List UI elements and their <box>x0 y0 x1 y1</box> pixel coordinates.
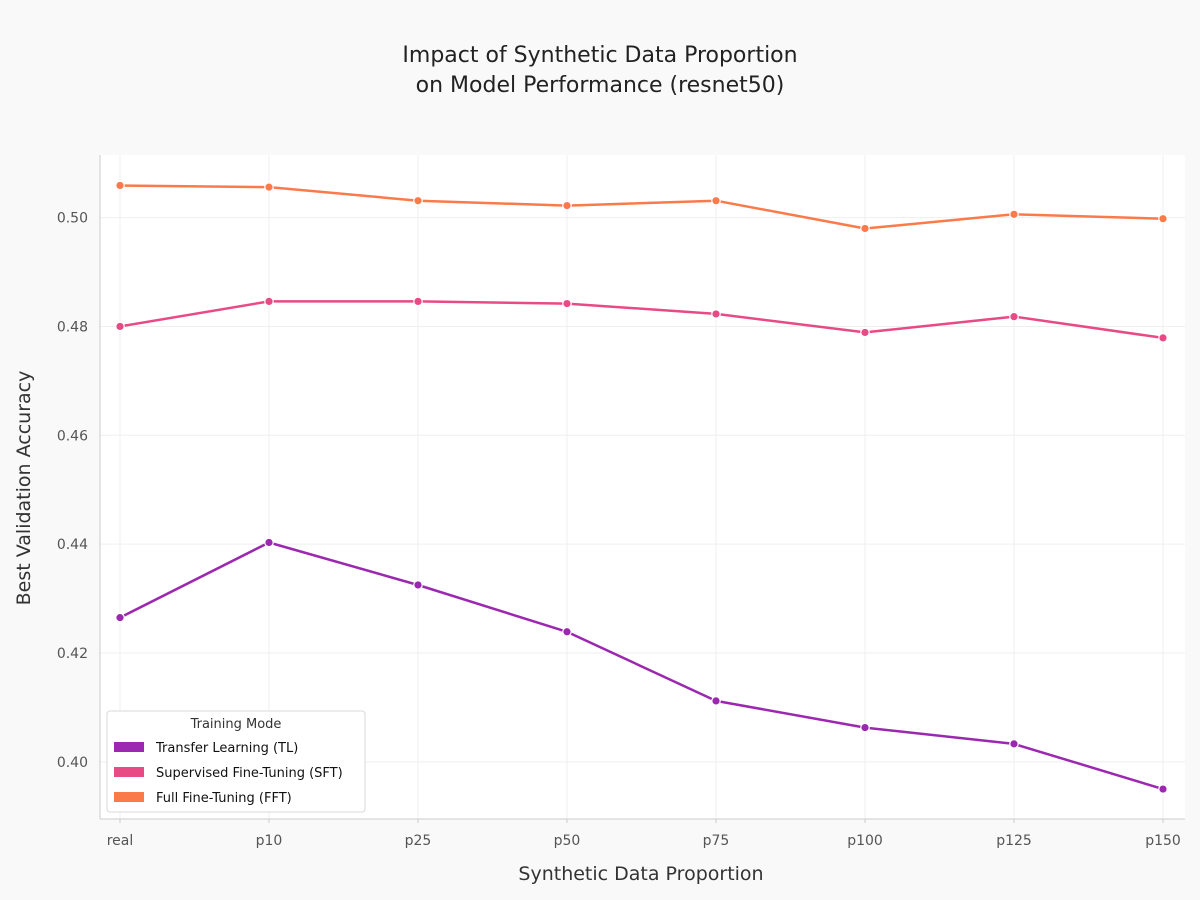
y-tick-label: 0.46 <box>57 428 88 444</box>
y-tick-label: 0.50 <box>57 211 88 227</box>
data-point <box>1009 311 1019 322</box>
data-point <box>1158 333 1168 343</box>
chart-title: Impact of Synthetic Data Proportion on M… <box>402 43 797 98</box>
chart-title-line-1: Impact of Synthetic Data Proportion <box>402 43 797 68</box>
y-tick-label: 0.40 <box>57 755 88 771</box>
y-axis-label: Best Validation Accuracy <box>13 371 35 606</box>
legend-swatch <box>114 767 144 777</box>
y-tick-label: 0.42 <box>57 646 88 662</box>
x-tick-label: p25 <box>405 833 432 849</box>
legend-swatch <box>114 792 144 802</box>
legend-label: Transfer Learning (TL) <box>155 741 298 756</box>
data-point <box>115 180 125 191</box>
x-tick-label: real <box>107 833 134 849</box>
x-tick-label: p100 <box>847 833 883 849</box>
chart-title-line-2: on Model Performance (resnet50) <box>416 73 785 98</box>
data-point <box>1158 784 1168 794</box>
legend-items: Transfer Learning (TL) Supervised Fine-Tu… <box>114 741 343 806</box>
data-point <box>115 612 125 623</box>
series-line <box>118 184 1165 230</box>
series-2 <box>115 180 1168 234</box>
data-point <box>860 223 870 234</box>
data-point <box>860 722 870 733</box>
legend-swatch <box>114 742 144 752</box>
data-point <box>562 626 572 637</box>
data-point <box>264 296 274 307</box>
series-1 <box>115 296 1168 343</box>
legend-label: Supervised Fine-Tuning (SFT) <box>156 766 343 781</box>
x-tick-label: p50 <box>554 833 581 849</box>
data-point <box>562 298 572 309</box>
legend-title: Training Mode <box>190 717 282 732</box>
data-point <box>711 696 721 706</box>
data-point <box>711 309 721 319</box>
x-tick-label: p75 <box>703 833 730 849</box>
legend: Training Mode Transfer Learning (TL) Supe… <box>106 710 366 813</box>
grid-lines <box>100 155 1185 819</box>
x-tick-label: p125 <box>996 833 1032 849</box>
series-line <box>118 300 1165 340</box>
data-point <box>413 195 423 206</box>
data-point <box>264 537 274 548</box>
x-axis-ticks: real p10 p25 p50 p75 p100 p125 p150 <box>107 819 1181 849</box>
y-tick-label: 0.44 <box>57 537 88 553</box>
data-point <box>1158 213 1168 224</box>
data-point <box>1009 209 1019 220</box>
series-line <box>118 541 1165 791</box>
data-point <box>711 195 721 206</box>
plot-area <box>100 155 1185 819</box>
data-point <box>860 327 870 338</box>
data-point <box>1009 739 1019 749</box>
x-tick-label: p150 <box>1145 833 1181 849</box>
data-point <box>413 296 423 307</box>
y-tick-label: 0.48 <box>57 319 88 335</box>
x-tick-label: p10 <box>256 833 283 849</box>
x-axis-label: Synthetic Data Proportion <box>518 863 763 885</box>
data-point <box>562 200 572 211</box>
data-point <box>264 182 274 192</box>
legend-box <box>106 710 366 813</box>
series-group <box>115 180 1168 794</box>
y-axis-ticks: 0.40 0.42 0.44 0.46 0.48 0.50 <box>57 211 88 771</box>
series-0 <box>115 537 1168 794</box>
legend-label: Full Fine-Tuning (FFT) <box>156 791 292 806</box>
data-point <box>413 580 423 590</box>
data-point <box>115 321 125 332</box>
